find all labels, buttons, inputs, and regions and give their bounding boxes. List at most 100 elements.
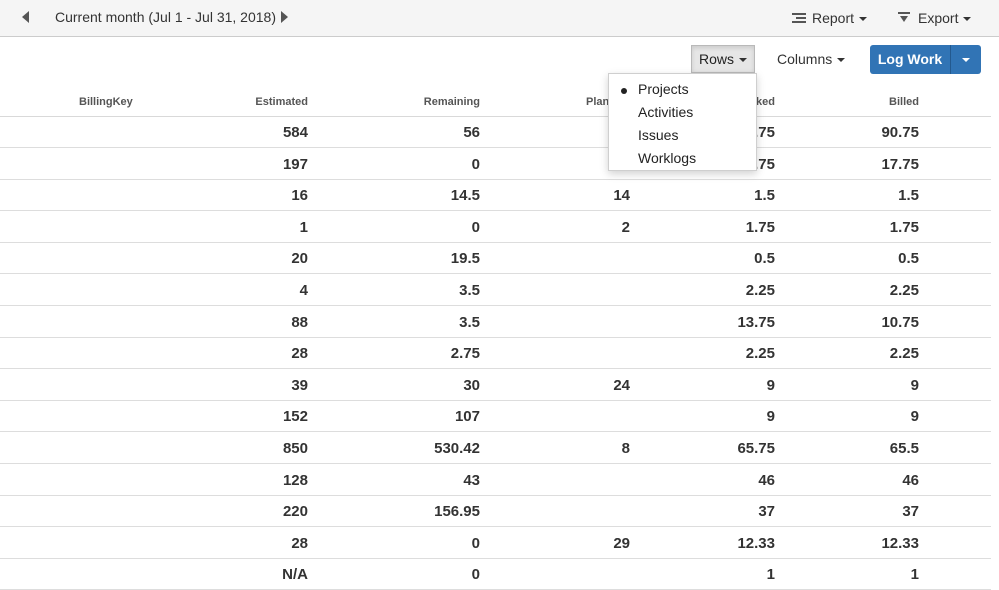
cell-billed: 46 <box>902 471 919 489</box>
table-row[interactable]: 4 3.5 2.25 2.25 <box>0 275 991 306</box>
cell-remaining: 3.5 <box>459 313 480 331</box>
cell-estimated: 4 <box>299 282 308 299</box>
table-row[interactable]: 1 0 2 1.75 1.75 <box>0 212 991 243</box>
column-header-remaining[interactable]: Remaining <box>423 96 480 108</box>
cell-billed: 10.75 <box>881 313 919 331</box>
cell-billed: 65.5 <box>889 440 919 457</box>
cell-remaining: 14.5 <box>450 187 480 205</box>
chevron-down-icon <box>962 58 970 62</box>
cell-remaining: 0 <box>471 534 480 552</box>
cell-worked: 2.25 <box>745 345 775 363</box>
cell-billed: 0.5 <box>898 250 919 268</box>
table-row[interactable]: 197 0 .75 17.75 <box>0 149 991 180</box>
column-header-billed[interactable]: Billed <box>889 96 919 108</box>
cell-remaining: 43 <box>463 471 480 489</box>
cell-estimated: 28 <box>291 534 308 552</box>
report-label: Report <box>812 10 855 26</box>
menu-item-worklogs[interactable]: Worklogs <box>609 147 756 169</box>
cell-worked: .75 <box>754 124 775 141</box>
menu-item-activities[interactable]: Activities <box>609 101 756 123</box>
cell-estimated: 584 <box>282 124 308 141</box>
cell-worked: 37 <box>758 503 775 521</box>
cell-planned: 8 <box>621 440 630 457</box>
cell-estimated: 197 <box>282 155 308 173</box>
table-row[interactable]: 220 156.95 37 37 <box>0 496 991 528</box>
table-row[interactable]: 128 43 46 46 <box>0 465 991 496</box>
cell-worked: .75 <box>754 155 775 173</box>
cell-worked: 46 <box>758 471 775 489</box>
cell-worked: 12.33 <box>737 534 775 552</box>
cell-remaining: 3.5 <box>459 282 480 299</box>
log-work-dropdown-toggle[interactable] <box>950 45 981 74</box>
cell-billed: 2.25 <box>889 282 919 299</box>
cell-estimated: 220 <box>282 503 308 521</box>
cell-planned: 2 <box>621 218 630 236</box>
table-row[interactable]: 152 107 9 9 <box>0 401 991 433</box>
export-label: Export <box>918 10 959 26</box>
next-period-icon[interactable] <box>281 11 288 23</box>
cell-planned: 14 <box>613 187 630 205</box>
table-row[interactable]: 584 56 .75 90.75 <box>0 117 991 148</box>
table-row[interactable]: 39 30 24 9 9 <box>0 370 991 401</box>
columns-button[interactable]: Columns <box>777 51 846 67</box>
rows-label: Rows <box>698 51 734 67</box>
cell-remaining: 0 <box>471 218 480 236</box>
column-header-planned[interactable]: Plan <box>586 96 610 108</box>
columns-label: Columns <box>777 51 833 67</box>
cell-worked: 1.75 <box>745 218 775 236</box>
menu-item-label: Issues <box>638 127 679 143</box>
date-range-bar: Current month (Jul 1 - Jul 31, 2018) Rep… <box>0 0 999 37</box>
table-row[interactable]: 16 14.5 14 1.5 1.5 <box>0 180 991 212</box>
cell-worked: 0.5 <box>754 250 775 268</box>
chevron-down-icon <box>963 17 972 22</box>
cell-estimated: 28 <box>291 345 308 363</box>
report-icon <box>792 12 806 24</box>
log-work-button-group: Log Work <box>870 45 981 74</box>
table-row[interactable]: N/A 0 1 1 <box>0 559 991 590</box>
cell-billed: 1.75 <box>889 218 919 236</box>
cell-worked: 2.25 <box>745 282 775 299</box>
download-icon <box>898 12 910 24</box>
menu-item-projects[interactable]: Projects <box>609 78 756 100</box>
period-label[interactable]: Current month (Jul 1 - Jul 31, 2018) <box>55 9 276 25</box>
menu-item-issues[interactable]: Issues <box>609 124 756 146</box>
cell-worked: 9 <box>766 376 775 394</box>
cell-worked: 1.5 <box>754 187 775 205</box>
cell-remaining: 107 <box>454 408 480 426</box>
menu-item-label: Worklogs <box>638 150 697 166</box>
cell-estimated: 1 <box>299 218 308 236</box>
menu-item-label: Projects <box>638 81 689 97</box>
column-header-billingkey[interactable]: BillingKey <box>79 96 133 108</box>
chevron-down-icon <box>859 17 868 22</box>
cell-remaining: 30 <box>463 376 480 394</box>
selected-bullet-icon <box>621 88 627 94</box>
cell-remaining: 19.5 <box>450 250 480 268</box>
rows-dropdown-menu: Projects Activities Issues Worklogs <box>608 73 757 171</box>
cell-estimated: 20 <box>291 250 308 268</box>
report-button[interactable]: Report <box>792 10 868 26</box>
cell-estimated: N/A <box>282 566 308 584</box>
cell-billed: 12.33 <box>881 534 919 552</box>
header-divider <box>0 116 991 117</box>
cell-remaining: 2.75 <box>450 345 480 363</box>
cell-remaining: 56 <box>463 124 480 141</box>
cell-billed: 2.25 <box>889 345 919 363</box>
previous-period-icon[interactable] <box>22 11 29 23</box>
cell-estimated: 88 <box>291 313 308 331</box>
table-row[interactable]: 28 0 29 12.33 12.33 <box>0 528 991 559</box>
column-header-estimated[interactable]: Estimated <box>255 96 308 108</box>
table-row[interactable]: 850 530.42 8 65.75 65.5 <box>0 433 991 464</box>
cell-remaining: 156.95 <box>434 503 480 521</box>
cell-billed: 1.5 <box>898 187 919 205</box>
cell-billed: 9 <box>910 376 919 394</box>
table-row[interactable]: 88 3.5 13.75 10.75 <box>0 307 991 338</box>
export-button[interactable]: Export <box>898 10 972 26</box>
cell-remaining: 0 <box>471 155 480 173</box>
column-header-worked[interactable]: ked <box>756 96 775 108</box>
cell-billed: 37 <box>902 503 919 521</box>
table-row[interactable]: 20 19.5 0.5 0.5 <box>0 243 991 275</box>
table-row[interactable]: 28 2.75 2.25 2.25 <box>0 338 991 370</box>
rows-button[interactable]: Rows <box>691 45 755 73</box>
chevron-down-icon <box>837 58 846 63</box>
log-work-button[interactable]: Log Work <box>877 51 943 67</box>
